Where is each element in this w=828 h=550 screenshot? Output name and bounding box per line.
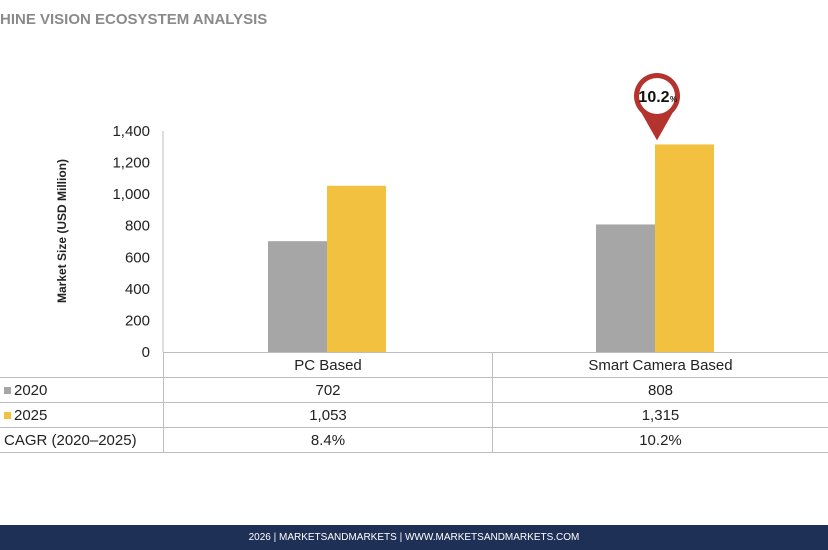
annotation-suffix: % — [670, 95, 677, 104]
table-cell: 10.2% — [492, 427, 828, 453]
y-tick-label: 1,000 — [112, 186, 150, 203]
table-row: 2020 702 808 — [0, 377, 828, 403]
bar-2025-1 — [655, 144, 714, 352]
bar-2025-0 — [327, 185, 386, 352]
y-tick-label: 400 — [125, 281, 150, 298]
legend-swatch-2020 — [4, 387, 11, 395]
y-tick-label: 200 — [125, 312, 150, 329]
annotation-value: 10.2 — [638, 89, 669, 106]
table-cell: 1,315 — [492, 402, 828, 428]
category-header: PC Based — [163, 352, 493, 378]
y-tick-label: 800 — [125, 218, 150, 235]
data-table: PC Based Smart Camera Based 2020 702 808… — [0, 352, 828, 453]
category-header: Smart Camera Based — [492, 352, 828, 378]
table-cell: 808 — [492, 377, 828, 403]
y-tick-label: 600 — [125, 249, 150, 266]
table-row: 2025 1,053 1,315 — [0, 402, 828, 428]
page-title: HINE VISION ECOSYSTEM ANALYSIS — [0, 11, 268, 28]
footer: 2026 | MARKETSANDMARKETS | WWW.MARKETSAN… — [0, 525, 828, 550]
table-cell: 1,053 — [163, 402, 493, 428]
table-cell: 702 — [163, 377, 493, 403]
y-tick-label: 1,200 — [112, 155, 150, 172]
table-cell: 8.4% — [163, 427, 493, 453]
y-axis-label: Market Size (USD Million) — [55, 159, 69, 303]
table-header-row: PC Based Smart Camera Based — [0, 352, 828, 378]
series-label: 2025 — [14, 406, 48, 424]
legend-swatch-2025 — [4, 412, 11, 420]
table-row: CAGR (2020–2025) 8.4% 10.2% — [0, 427, 828, 453]
series-label: 2020 — [14, 381, 48, 399]
bar-2020-1 — [596, 224, 655, 352]
cagr-label: CAGR (2020–2025) — [0, 427, 164, 453]
pin-inner — [639, 78, 675, 114]
y-tick-label: 1,400 — [112, 123, 150, 140]
y-tick-label: 0 — [142, 344, 150, 360]
bar-chart: 0 200 400 600 800 1,000 1,200 1,400 Market Size … — [55, 73, 714, 360]
bar-2020-0 — [268, 241, 327, 352]
